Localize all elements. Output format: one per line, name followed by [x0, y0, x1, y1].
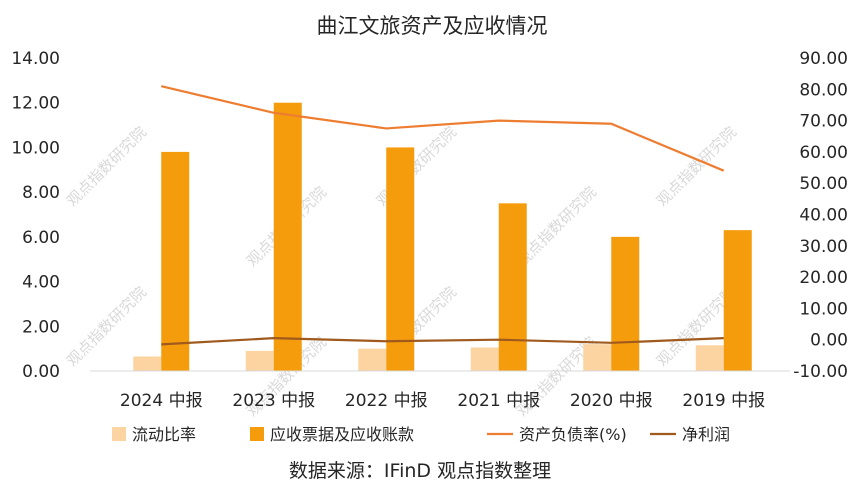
bar-receivables — [723, 230, 752, 371]
category-label: 2024 中报 — [120, 391, 203, 411]
category-label: 2019 中报 — [682, 391, 765, 411]
right-tick-label: 20.00 — [799, 268, 848, 288]
left-tick-label: 4.00 — [22, 273, 60, 293]
bar-current-ratio — [695, 345, 724, 371]
watermark-text: 观点指数研究院 — [373, 123, 460, 210]
right-tick-label: 30.00 — [799, 237, 848, 257]
category-label: 2020 中报 — [570, 391, 653, 411]
category-label: 2022 中报 — [345, 391, 428, 411]
right-tick-label: 0.00 — [810, 331, 848, 351]
legend-label: 流动比率 — [132, 425, 196, 444]
bar-receivables — [611, 236, 640, 371]
right-tick-label: 50.00 — [799, 174, 848, 194]
right-tick-label: 70.00 — [799, 112, 848, 132]
right-tick-label: 80.00 — [799, 80, 848, 100]
right-axis-ticks: -10.00 0.00 10.00 20.00 30.00 40.00 50.00 60.00… — [793, 49, 848, 382]
bar-receivables — [386, 147, 415, 371]
category-label: 2021 中报 — [457, 391, 540, 411]
legend-label: 净利润 — [682, 425, 730, 444]
left-tick-label: 6.00 — [22, 228, 60, 248]
right-tick-label: 10.00 — [799, 299, 848, 319]
bar-receivables — [498, 203, 527, 371]
bar-receivables — [273, 102, 302, 371]
right-tick-label: 60.00 — [799, 143, 848, 163]
source-note: 数据来源：IFinD 观点指数整理 — [289, 460, 551, 482]
watermark-text: 观点指数研究院 — [653, 123, 740, 210]
left-tick-label: 2.00 — [22, 317, 60, 337]
left-tick-label: 8.00 — [22, 183, 60, 203]
left-tick-label: 10.00 — [11, 138, 60, 158]
left-tick-label: 12.00 — [11, 94, 60, 114]
bars-layer — [133, 102, 752, 371]
lines-layer — [160, 85, 725, 346]
bar-current-ratio — [133, 356, 162, 371]
right-tick-label: -10.00 — [793, 362, 848, 382]
legend-label: 应收票据及应收账款 — [270, 425, 414, 444]
left-tick-label: 14.00 — [11, 49, 60, 69]
chart-title: 曲江文旅资产及应收情况 — [317, 14, 548, 38]
left-axis-ticks: 0.00 2.00 4.00 6.00 8.00 10.00 12.00 14.00 — [11, 49, 60, 382]
line-net-profit — [161, 337, 724, 346]
bar-current-ratio — [358, 348, 387, 371]
bar-receivables — [161, 151, 190, 371]
bar-current-ratio — [470, 347, 499, 371]
legend-swatch — [112, 427, 126, 441]
legend-swatch — [250, 427, 264, 441]
right-tick-label: 40.00 — [799, 206, 848, 226]
category-label: 2023 中报 — [232, 391, 315, 411]
category-labels: 2024 中报 2023 中报 2022 中报 2021 中报 2020 中报 2019 … — [120, 391, 765, 411]
left-tick-label: 0.00 — [22, 362, 60, 382]
right-tick-label: 90.00 — [799, 49, 848, 69]
legend-label: 资产负债率(%) — [519, 425, 627, 444]
bar-current-ratio — [245, 350, 274, 371]
bar-current-ratio — [583, 344, 612, 371]
legend: 流动比率 应收票据及应收账款 资产负债率(%) 净利润 — [112, 425, 730, 444]
watermark-text: 观点指数研究院 — [63, 123, 150, 210]
line-debt-ratio — [160, 85, 725, 172]
